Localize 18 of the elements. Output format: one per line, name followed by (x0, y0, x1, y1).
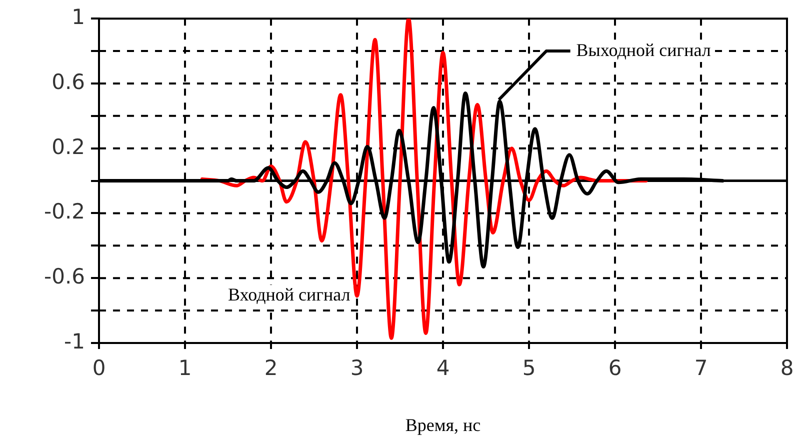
x-tick-label: 6 (608, 356, 622, 380)
y-tick-label: -0.6 (44, 264, 85, 289)
x-tick-label: 3 (350, 356, 364, 380)
y-tick-label: 1 (72, 5, 85, 30)
text: Выходной сигнал (576, 40, 711, 60)
y-tick-label: 0.6 (52, 70, 85, 94)
x-tick-label: 8 (780, 356, 794, 380)
series-label: Входной сигнал (228, 284, 350, 305)
x-tick-label: 4 (436, 356, 450, 380)
y-tick-label: 0.2 (52, 134, 85, 159)
x-tick-label: 5 (522, 356, 536, 380)
y-tick-label: -1 (64, 329, 85, 354)
y-tick-label: -0.2 (44, 200, 85, 224)
x-tick-label: 0 (92, 356, 106, 380)
x-axis-title: Время, нс (405, 414, 481, 435)
x-tick-label: 1 (178, 356, 192, 380)
x-tick-label: 2 (264, 356, 278, 380)
x-tick-label: 7 (694, 356, 708, 380)
